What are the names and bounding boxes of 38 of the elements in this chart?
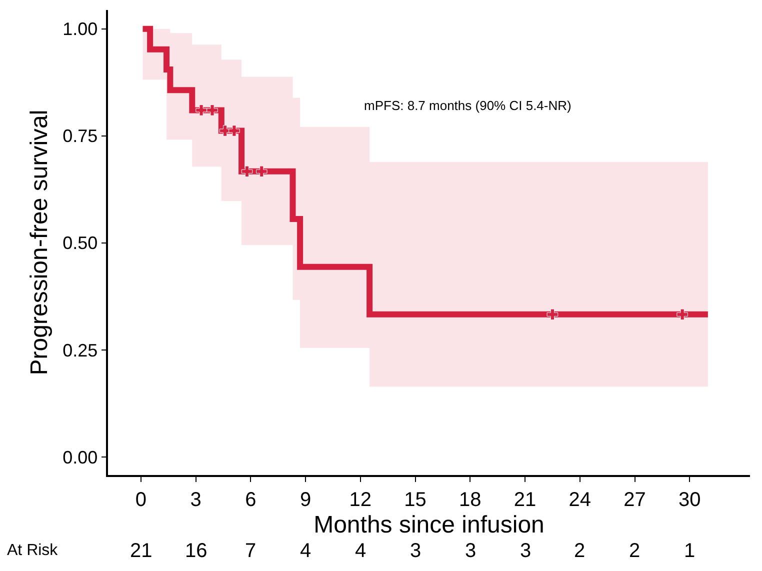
annotation: mPFS: 8.7 months (90% CI 5.4-NR) (364, 98, 572, 113)
x-tick-label: 27 (624, 488, 646, 511)
text: 2 (574, 540, 586, 562)
y-tick-label: 0.00 (62, 447, 98, 468)
text: 3 (465, 540, 476, 562)
text: 21 (130, 540, 152, 562)
x-tick-label: 3 (190, 488, 202, 511)
point (256, 166, 268, 178)
point (546, 308, 558, 320)
x-tick-label: 0 (135, 488, 146, 511)
point (196, 104, 207, 116)
x-tick-label: 9 (300, 488, 312, 511)
text: 3 (520, 540, 532, 562)
text: 7 (245, 540, 256, 562)
y-axis-title: Progression-free survival (26, 110, 54, 376)
x-tick-label: 15 (404, 488, 426, 511)
text: At Risk (7, 542, 59, 559)
x-tick-label: 18 (459, 488, 482, 511)
text: 4 (355, 540, 366, 562)
point (228, 125, 240, 136)
point (206, 104, 218, 116)
text: 4 (300, 540, 312, 562)
y-tick-label: 1.00 (62, 19, 98, 40)
text: 3 (410, 540, 422, 562)
x-tick-label: 21 (514, 488, 536, 511)
text: 2 (629, 540, 640, 562)
point (241, 166, 253, 178)
text: 1 (684, 540, 696, 562)
x-axis-title: Months since infusion (314, 512, 544, 539)
x-tick-label: 24 (568, 488, 592, 511)
x-tick-label: 30 (678, 488, 701, 511)
y-tick-label: 0.50 (62, 233, 98, 254)
x-tick-label: 6 (245, 488, 256, 511)
y-tick-label: 0.25 (62, 340, 98, 360)
x-tick-label: 12 (349, 488, 372, 511)
text: 16 (185, 540, 208, 562)
y-tick-label: 0.75 (62, 126, 98, 146)
point (676, 308, 688, 320)
